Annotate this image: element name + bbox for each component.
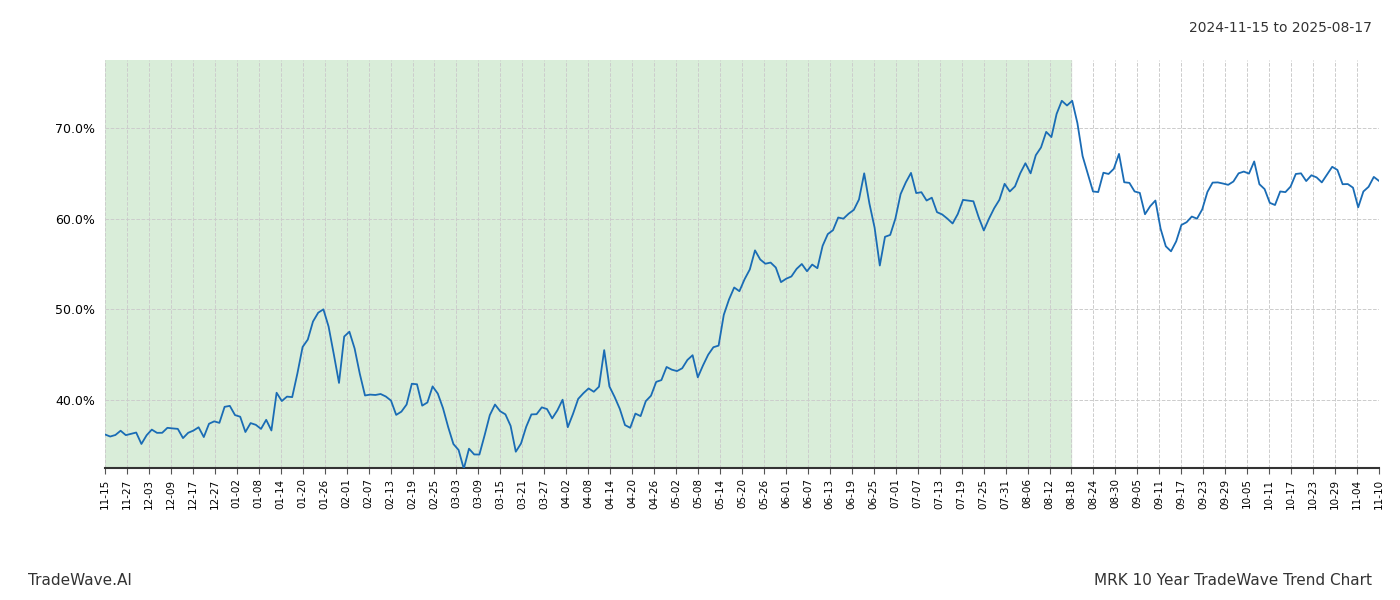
Text: 2024-11-15 to 2025-08-17: 2024-11-15 to 2025-08-17 — [1189, 21, 1372, 35]
Text: MRK 10 Year TradeWave Trend Chart: MRK 10 Year TradeWave Trend Chart — [1093, 573, 1372, 588]
Bar — [105, 60, 1071, 468]
Text: TradeWave.AI: TradeWave.AI — [28, 573, 132, 588]
